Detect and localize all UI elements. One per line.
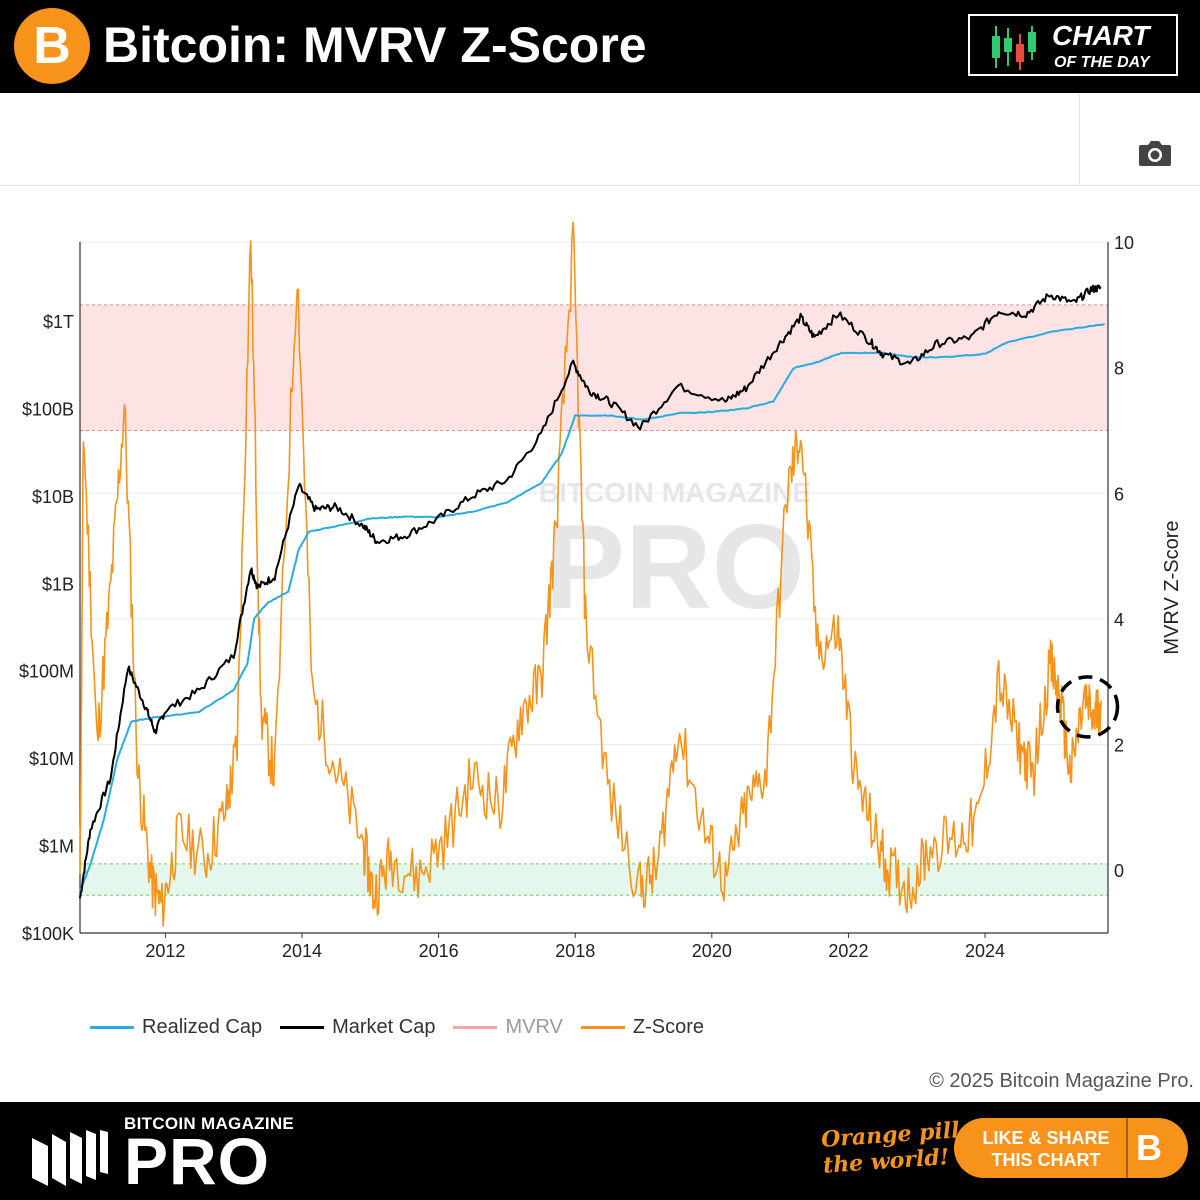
x-tick-label: 2020 <box>692 941 732 961</box>
x-tick-label: 2022 <box>828 941 868 961</box>
bitcoin-icon: B <box>1136 1127 1162 1168</box>
watermark-text: PRO <box>545 500 805 634</box>
legend-swatch <box>580 1025 625 1029</box>
x-tick-label: 2018 <box>555 941 595 961</box>
legend-item-mvrv[interactable]: MVRV <box>453 1015 563 1039</box>
green-zone-band <box>80 863 1108 896</box>
chart-toolbar <box>0 93 1200 186</box>
y-left-tick-label: $100M <box>19 662 74 682</box>
footer-brand-line2: PRO <box>124 1124 271 1198</box>
y-left-tick-label: $1B <box>42 574 74 594</box>
pro-logo-icon <box>32 1130 108 1186</box>
legend-swatch <box>453 1025 498 1029</box>
candlestick-icon <box>992 26 1036 70</box>
y-right-tick-label: 10 <box>1114 233 1134 253</box>
share-line-1: LIKE & SHARE <box>982 1128 1110 1148</box>
legend-label: MVRV <box>505 1015 563 1038</box>
legend-item-realized-cap[interactable]: Realized Cap <box>90 1016 262 1039</box>
copyright-text: © 2025 Bitcoin Magazine Pro. <box>929 1070 1194 1092</box>
badge-line-2: OF THE DAY <box>1054 54 1150 71</box>
share-divider <box>1126 1118 1128 1178</box>
slogan: Orange pill the world! <box>820 1117 962 1179</box>
y-right-tick-label: 6 <box>1114 484 1124 504</box>
chart-legend: Realized Cap Market Cap MVRV Z-Score <box>90 1012 722 1042</box>
page-title: Bitcoin: MVRV Z-Score <box>103 17 647 73</box>
share-button-label: LIKE & SHARE THIS CHART <box>976 1127 1116 1171</box>
y-left-tick-label: $10M <box>29 749 74 769</box>
x-tick-label: 2012 <box>145 941 185 961</box>
legend-swatch <box>280 1025 325 1029</box>
toolbar-divider <box>1079 93 1080 185</box>
like-share-button[interactable]: LIKE & SHARE THIS CHART B <box>954 1118 1188 1178</box>
x-tick-label: 2014 <box>282 941 322 961</box>
share-line-2: THIS CHART <box>991 1150 1101 1170</box>
highlight-circle <box>1055 675 1120 739</box>
legend-item-market-cap[interactable]: Market Cap <box>280 1016 435 1039</box>
y-right-tick-label: 8 <box>1114 359 1124 379</box>
watermark-text: BITCOIN MAGAZINE <box>539 477 811 508</box>
legend-label: Z-Score <box>632 1015 704 1038</box>
camera-icon[interactable] <box>1138 139 1172 167</box>
chart-of-the-day-badge: CHART OF THE DAY <box>968 14 1178 76</box>
legend-item-z-score[interactable]: Z-Score <box>580 1015 704 1039</box>
series-line-z-score <box>79 221 1102 927</box>
y-left-tick-label: $100K <box>22 924 74 944</box>
footer-brand-line1: BITCOIN MAGAZINE <box>124 1114 295 1133</box>
y-right-tick-label: 4 <box>1114 610 1124 630</box>
legend-label: Market Cap <box>332 1015 436 1038</box>
y-left-tick-label: $100B <box>22 399 74 419</box>
series-line-realized-cap <box>79 323 1105 892</box>
footer-bar: BITCOIN MAGAZINE PRO Orange pill the wor… <box>0 1102 1200 1200</box>
x-tick-label: 2024 <box>965 941 1005 961</box>
y-right-tick-label: 2 <box>1114 736 1124 756</box>
badge-line-1: CHART <box>1052 20 1150 51</box>
legend-swatch <box>90 1025 134 1029</box>
bitcoin-logo-icon: B <box>14 8 90 84</box>
y-right-axis-label: MVRV Z-Score <box>1161 520 1183 654</box>
header-bar: B Bitcoin: MVRV Z-Score CHART OF THE DAY <box>0 0 1200 93</box>
y-left-tick-label: $1M <box>39 837 74 857</box>
y-left-tick-label: $10B <box>32 487 74 507</box>
y-right-tick-label: 0 <box>1114 861 1124 881</box>
y-left-tick-label: $1T <box>43 312 74 332</box>
series-line-market-cap <box>79 284 1102 899</box>
x-tick-label: 2016 <box>419 941 459 961</box>
legend-label: Realized Cap <box>142 1015 263 1038</box>
